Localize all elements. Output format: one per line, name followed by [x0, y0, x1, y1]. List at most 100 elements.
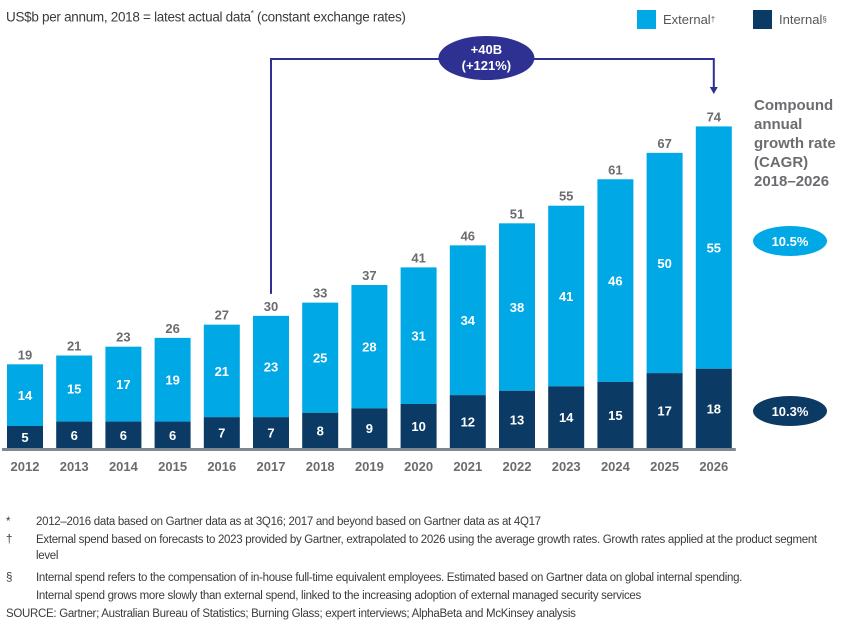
label-internal-2021: 12 [461, 415, 475, 430]
legend-swatch-internal [753, 10, 772, 29]
label-external-2026: 55 [707, 241, 721, 256]
bar-internal-2014 [105, 421, 142, 448]
x-tick-2015: 2015 [158, 459, 187, 474]
label-internal-2025: 17 [657, 404, 671, 419]
bar-external-2023 [548, 205, 585, 387]
bar-internal-2016 [203, 417, 240, 448]
label-external-2012: 14 [18, 388, 33, 403]
x-tick-2024: 2024 [601, 459, 631, 474]
label-external-2014: 17 [116, 377, 130, 392]
label-external-2023: 41 [559, 289, 573, 304]
label-internal-2012: 5 [21, 430, 28, 445]
label-external-2018: 25 [313, 351, 327, 366]
x-tick-2013: 2013 [60, 459, 89, 474]
label-internal-2015: 6 [169, 428, 176, 443]
bar-internal-2020 [400, 403, 437, 448]
annotation-bubble [438, 36, 535, 80]
bar-internal-2025 [646, 373, 683, 448]
legend-label-internal: Internal [779, 12, 823, 27]
bar-external-2021 [449, 245, 486, 396]
label-internal-2017: 7 [267, 426, 274, 441]
label-total-2022: 51 [510, 206, 524, 221]
bar-internal-2021 [449, 395, 486, 448]
annotation-arrow-icon [709, 87, 718, 94]
label-total-2024: 61 [608, 162, 622, 177]
x-tick-2018: 2018 [306, 459, 335, 474]
bar-internal-2012 [7, 425, 43, 448]
label-internal-2018: 8 [317, 423, 324, 438]
label-total-2019: 37 [362, 268, 376, 283]
label-external-2024: 46 [608, 274, 622, 289]
bar-external-2025 [646, 152, 683, 374]
bar-external-2019 [351, 285, 388, 409]
bar-internal-2013 [56, 421, 93, 448]
bar-internal-2023 [548, 386, 585, 448]
label-external-2016: 21 [215, 364, 229, 379]
cagr-internal-badge: 10.3% [753, 396, 827, 426]
x-tick-2025: 2025 [650, 459, 679, 474]
label-internal-2026: 18 [707, 401, 721, 416]
bar-internal-2024 [597, 381, 634, 448]
bar-external-2024 [597, 179, 634, 382]
label-internal-2016: 7 [218, 426, 225, 441]
footnote-2: † External spend based on forecasts to 20… [6, 534, 817, 546]
legend-swatch-external [637, 10, 656, 29]
x-tick-2023: 2023 [552, 459, 581, 474]
label-total-2018: 33 [313, 286, 327, 301]
cagr-external-badge: 10.5% [753, 226, 827, 256]
label-external-2015: 19 [165, 373, 179, 388]
bar-external-2014 [105, 346, 142, 422]
chart-subtitle: US$b per annum, 2018 = latest actual dat… [6, 9, 406, 25]
footnote-3-cont: Internal spend grows more slowly than ex… [36, 590, 641, 602]
label-internal-2014: 6 [120, 428, 127, 443]
label-total-2026: 74 [707, 109, 722, 124]
label-internal-2013: 6 [71, 428, 78, 443]
bar-external-2017 [253, 315, 289, 418]
label-external-2022: 38 [510, 300, 524, 315]
bar-external-2020 [400, 267, 437, 404]
legend-item-internal: Internal § [753, 10, 827, 29]
bar-external-2026 [695, 126, 732, 369]
annotation-percent: (+121%) [462, 58, 512, 73]
bar-internal-2026 [695, 368, 732, 448]
label-total-2023: 55 [559, 189, 573, 204]
label-internal-2023: 14 [559, 410, 574, 425]
label-total-2025: 67 [657, 136, 671, 151]
bar-internal-2022 [499, 390, 535, 448]
bar-external-2018 [302, 302, 339, 413]
x-tick-2026: 2026 [699, 459, 728, 474]
bar-external-2012 [7, 364, 43, 426]
annotation-value: +40B [471, 42, 502, 57]
label-total-2015: 26 [165, 321, 179, 336]
label-external-2013: 15 [67, 382, 81, 397]
x-tick-2021: 2021 [453, 459, 482, 474]
label-internal-2024: 15 [608, 408, 622, 423]
bar-external-2013 [56, 355, 93, 422]
bar-internal-2017 [253, 417, 289, 448]
label-external-2021: 34 [461, 313, 476, 328]
bar-external-2016 [203, 324, 240, 418]
legend-item-external: External † [637, 10, 715, 29]
label-internal-2019: 9 [366, 421, 373, 436]
label-external-2017: 23 [264, 360, 278, 375]
label-total-2017: 30 [264, 299, 278, 314]
x-tick-2019: 2019 [355, 459, 384, 474]
footnote-1: * 2012–2016 data based on Gartner data as… [6, 516, 541, 528]
label-total-2012: 19 [18, 347, 32, 362]
label-total-2013: 21 [67, 338, 81, 353]
label-total-2014: 23 [116, 330, 130, 345]
bar-internal-2018 [302, 412, 339, 448]
label-external-2020: 31 [411, 329, 425, 344]
x-tick-2017: 2017 [257, 459, 286, 474]
bar-external-2022 [499, 223, 535, 391]
x-tick-2020: 2020 [404, 459, 433, 474]
x-tick-2022: 2022 [503, 459, 532, 474]
source-note: SOURCE: Gartner; Australian Bureau of St… [6, 608, 576, 620]
x-tick-2012: 2012 [11, 459, 40, 474]
bar-external-2015 [154, 337, 191, 422]
label-total-2020: 41 [411, 250, 425, 265]
footnote-2-cont: level [36, 550, 59, 562]
label-internal-2020: 10 [411, 419, 425, 434]
label-total-2021: 46 [461, 228, 475, 243]
bar-internal-2015 [154, 421, 191, 448]
